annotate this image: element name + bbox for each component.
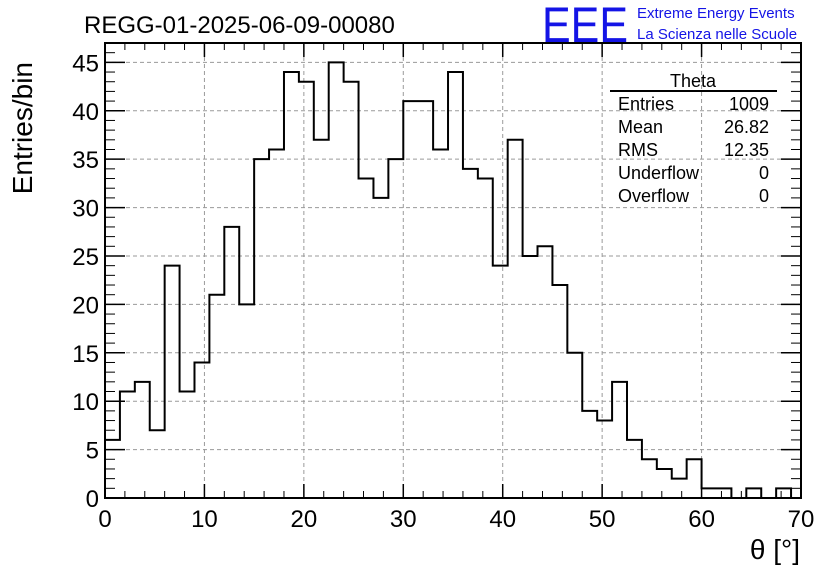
histogram-bin xyxy=(314,140,329,498)
histogram-bin xyxy=(418,101,433,498)
histogram-bin xyxy=(597,421,612,498)
axis-ticks xyxy=(104,43,802,499)
histogram-bin xyxy=(448,72,463,498)
histogram-bin xyxy=(657,469,672,498)
histogram-bin xyxy=(538,246,553,498)
histogram-bin xyxy=(582,411,597,498)
histogram-bin xyxy=(194,362,209,498)
histogram-outline xyxy=(104,61,793,499)
plot-frame xyxy=(104,42,802,499)
histogram-bin xyxy=(284,72,299,498)
y-tick-label: 30 xyxy=(72,196,99,223)
x-tick-label: 60 xyxy=(688,506,715,533)
histogram-bin xyxy=(523,256,538,498)
eee-logo-mark: EEE xyxy=(542,0,628,53)
y-tick-label: 25 xyxy=(72,244,99,271)
histogram-bin xyxy=(642,459,657,498)
histogram-bin xyxy=(478,179,493,498)
stats-box-title: Theta xyxy=(670,71,717,91)
histogram-bin xyxy=(209,295,224,498)
histogram-bin xyxy=(224,227,239,498)
histogram-bin xyxy=(150,430,165,498)
stats-overflow-label: Overflow xyxy=(618,186,690,206)
histogram-bin xyxy=(299,82,314,498)
histogram-bin xyxy=(716,488,731,498)
histogram-bin xyxy=(567,353,582,498)
histogram-bin xyxy=(269,149,284,498)
histogram-bin xyxy=(508,140,523,498)
stats-rms-value: 12.35 xyxy=(724,140,769,160)
stats-entries-label: Entries xyxy=(618,94,674,114)
histogram-bin xyxy=(359,179,374,498)
grid-lines xyxy=(105,43,801,498)
eee-logo-line1: Extreme Energy Events xyxy=(637,5,795,22)
histogram-bin xyxy=(373,198,388,498)
y-tick-label: 20 xyxy=(72,292,99,319)
histogram-bin xyxy=(344,82,359,498)
y-axis-title: Entries/bin xyxy=(7,62,38,194)
x-tick-label: 40 xyxy=(489,506,516,533)
histogram-bin xyxy=(612,382,627,498)
histogram-bin xyxy=(746,488,761,498)
tick-labels: 0 10 20 30 40 50 60 70 0 5 10 15 20 25 30 35 40 45 xyxy=(72,50,814,533)
histogram-bin xyxy=(433,149,448,498)
stats-underflow-value: 0 xyxy=(759,163,769,183)
eee-logo-line2: La Scienza nelle Scuole xyxy=(637,26,797,43)
histogram-bin xyxy=(687,459,702,498)
y-tick-label: 10 xyxy=(72,389,99,416)
x-tick-label: 10 xyxy=(191,506,218,533)
y-tick-label: 45 xyxy=(72,50,99,77)
histogram-bin xyxy=(388,159,403,498)
histogram-bin xyxy=(165,266,180,498)
histogram-series xyxy=(104,61,793,499)
x-tick-label: 70 xyxy=(788,506,815,533)
histogram-bin xyxy=(329,62,344,498)
histogram-bin xyxy=(702,488,717,498)
histogram-bin xyxy=(239,304,254,498)
y-tick-label: 15 xyxy=(72,341,99,368)
x-tick-label: 20 xyxy=(291,506,318,533)
y-tick-label: 5 xyxy=(86,438,99,465)
histogram-bin xyxy=(135,382,150,498)
stats-underflow-label: Underflow xyxy=(618,163,700,183)
y-tick-label: 40 xyxy=(72,99,99,126)
x-tick-label: 0 xyxy=(98,506,111,533)
histogram-bin xyxy=(120,392,135,498)
stats-box: Theta Entries 1009 Mean 26.82 RMS 12.35 … xyxy=(610,71,777,206)
y-tick-label: 35 xyxy=(72,147,99,174)
histogram-bin xyxy=(552,285,567,498)
histogram-bin xyxy=(254,159,269,498)
eee-logo: EEE Extreme Energy Events La Scienza nel… xyxy=(542,0,797,53)
histogram-bin xyxy=(463,169,478,498)
x-tick-label: 50 xyxy=(589,506,616,533)
stats-rms-label: RMS xyxy=(618,140,658,160)
stats-mean-value: 26.82 xyxy=(724,117,769,137)
histogram-bin xyxy=(776,488,791,498)
histogram-bin xyxy=(493,266,508,498)
stats-overflow-value: 0 xyxy=(759,186,769,206)
histogram-bin xyxy=(627,440,642,498)
run-title: REGG-01-2025-06-09-00080 xyxy=(84,12,395,39)
histogram-bin xyxy=(672,479,687,498)
x-tick-label: 30 xyxy=(390,506,417,533)
stats-entries-value: 1009 xyxy=(729,94,769,114)
stats-mean-label: Mean xyxy=(618,117,663,137)
x-axis-title: θ [°] xyxy=(750,534,800,565)
y-tick-label: 0 xyxy=(86,486,99,513)
histogram-bin xyxy=(180,392,195,498)
histogram-bin xyxy=(403,101,418,498)
